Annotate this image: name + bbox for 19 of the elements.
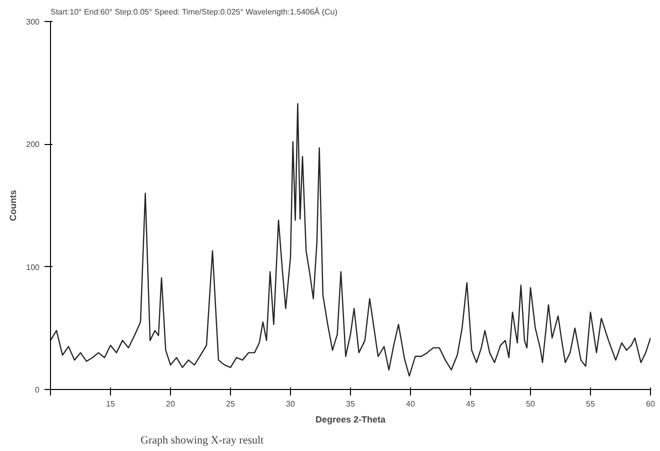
x-tick-label: 45: [466, 400, 476, 408]
x-tick-label: 25: [226, 400, 236, 408]
x-tick-label: 15: [106, 400, 116, 408]
y-tick-label: 0: [35, 386, 40, 394]
x-tick-label: 35: [346, 400, 356, 408]
x-tick-label: 60: [646, 400, 656, 408]
x-tick-label: 30: [286, 400, 296, 408]
x-tick-label: 40: [406, 400, 416, 408]
x-tick-label: 20: [166, 400, 176, 408]
y-tick-label: 100: [26, 262, 40, 272]
x-tick-label: 55: [586, 400, 596, 408]
y-tick-label: 300: [26, 18, 40, 26]
x-axis-title: Degrees 2-Theta: [315, 414, 387, 424]
text: Graph showing X-ray result: [140, 434, 264, 446]
x-tick-label: 50: [526, 400, 536, 408]
chart-title: Start:10° End:60° Step:0.05° Speed: Time/Step:0.025° Wavelength:1.5406Å (Cu): [50, 8, 338, 16]
line-series: [50, 103, 650, 377]
y-axis-title: Counts: [8, 190, 18, 221]
y-tick-label: 200: [26, 140, 40, 150]
